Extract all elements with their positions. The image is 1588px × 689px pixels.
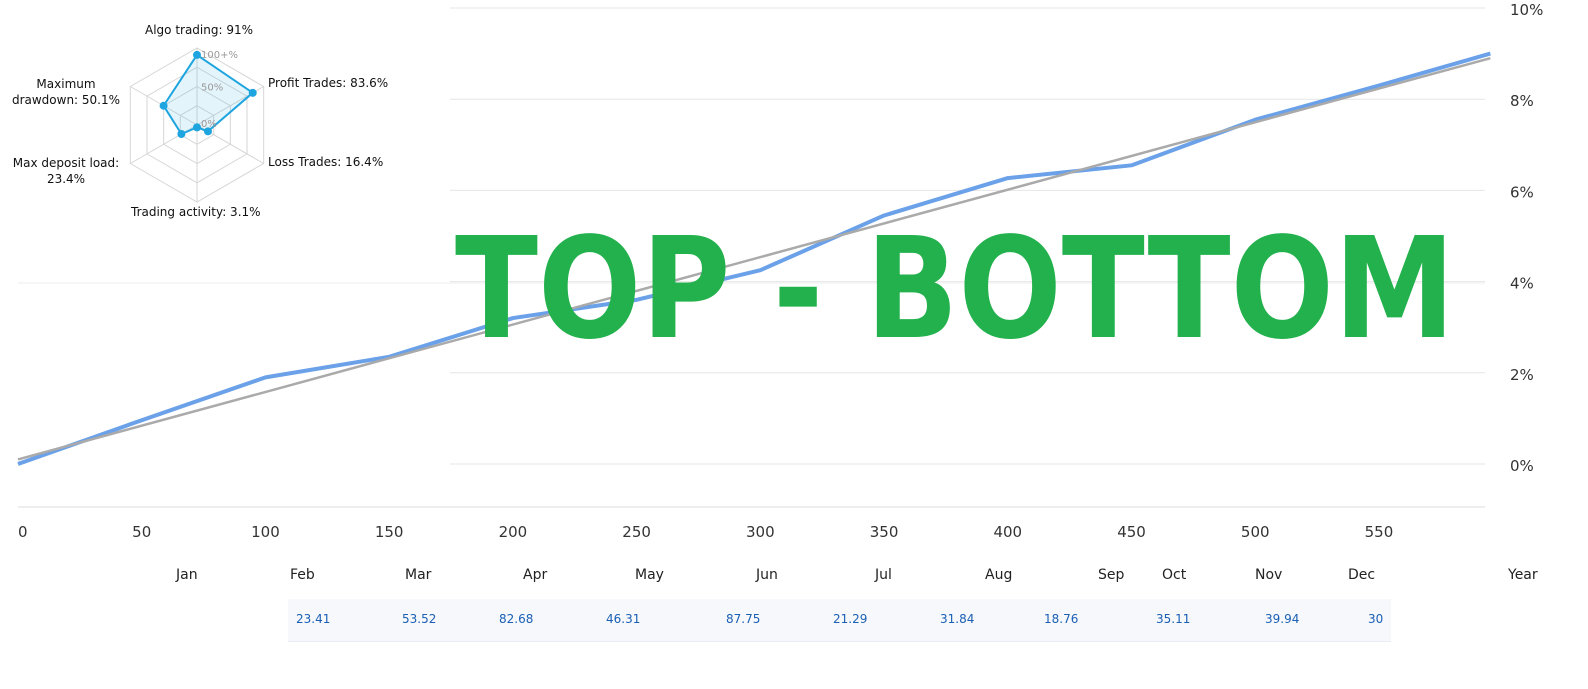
month-label: Jan — [176, 567, 198, 583]
radar-ring-label: 0% — [201, 119, 217, 130]
month-value: 39.94 — [1265, 612, 1300, 626]
radar-label-drawdown: Maximum drawdown: 50.1% — [11, 77, 121, 107]
watermark-text: TOP - BOTTOM — [455, 215, 1455, 355]
month-value: 31.84 — [940, 612, 975, 626]
x-tick-label: 250 — [622, 523, 651, 541]
radar-point — [159, 101, 168, 110]
month-value: 30 — [1368, 612, 1384, 626]
radar-point — [193, 123, 201, 132]
month-value: 35.11 — [1156, 612, 1191, 626]
month-label: Sep — [1098, 567, 1125, 583]
growth-chart: 0% 2% 4% 6% 8% 10% 0 50 100 150 200 250 300 350 400 450… — [17, 1, 1543, 541]
radar-ring-label: 100+% — [201, 50, 238, 61]
month-value: 46.31 — [606, 612, 641, 626]
radar-ring-label: 50% — [201, 83, 223, 94]
monthly-values-row — [288, 599, 1391, 642]
radar-point — [248, 88, 257, 97]
x-tick-label: 100 — [251, 523, 280, 541]
month-value: 18.76 — [1044, 612, 1079, 626]
radar-label-profit: Profit Trades: 83.6% — [268, 76, 389, 90]
radar-point — [203, 127, 212, 136]
radar-label-activity: Trading activity: 3.1% — [131, 205, 261, 219]
x-tick-label: 450 — [1117, 523, 1146, 541]
radar-point — [177, 130, 186, 139]
month-value: 87.75 — [726, 612, 761, 626]
month-label: Oct — [1162, 567, 1187, 583]
month-label: Jul — [875, 567, 892, 583]
month-label: Jun — [756, 567, 778, 583]
y-tick-label: 4% — [1510, 275, 1534, 293]
month-value: 82.68 — [499, 612, 534, 626]
month-label: Feb — [290, 567, 315, 583]
month-label: Nov — [1255, 567, 1283, 583]
month-label: Dec — [1348, 567, 1376, 583]
watermark-logo: TOP - BOTTOM — [455, 215, 1455, 355]
month-value: 53.52 — [402, 612, 437, 626]
y-tick-label: 10% — [1510, 1, 1543, 19]
x-tick-label: 0 — [18, 523, 28, 541]
trend-line — [17, 56, 1491, 461]
y-tick-label: 6% — [1510, 183, 1534, 201]
growth-line — [17, 51, 1491, 466]
x-tick-label: 350 — [870, 523, 899, 541]
x-tick-label: 150 — [375, 523, 404, 541]
radar-label-loss: Loss Trades: 16.4% — [268, 155, 384, 169]
month-label: Year — [1508, 567, 1538, 583]
month-value: 21.29 — [833, 612, 868, 626]
month-label: May — [635, 567, 664, 583]
radar-point — [193, 50, 201, 59]
y-tick-label: 2% — [1510, 366, 1534, 384]
month-label: Mar — [405, 567, 432, 583]
month-label: Aug — [985, 567, 1013, 583]
y-tick-label: 8% — [1510, 92, 1534, 110]
radar-label-algo: Algo trading: 91% — [145, 23, 254, 37]
x-tick-label: 200 — [499, 523, 528, 541]
radar-label-deposit: Max deposit load: 23.4% — [12, 156, 120, 186]
x-tick-label: 500 — [1241, 523, 1270, 541]
x-tick-label: 400 — [993, 523, 1022, 541]
month-label: Apr — [523, 567, 548, 583]
x-tick-label: 50 — [132, 523, 151, 541]
x-tick-label: 300 — [746, 523, 775, 541]
y-tick-label: 0% — [1510, 457, 1534, 475]
month-value: 23.41 — [296, 612, 331, 626]
x-tick-label: 550 — [1365, 523, 1394, 541]
